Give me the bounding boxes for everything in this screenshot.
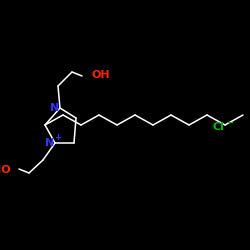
Text: Cl: Cl (212, 122, 224, 132)
Text: HO: HO (0, 165, 11, 175)
Text: +: + (54, 134, 62, 142)
Text: N: N (50, 103, 60, 113)
Text: N: N (46, 138, 54, 148)
Text: OH: OH (92, 70, 110, 80)
Text: −: − (226, 118, 234, 128)
